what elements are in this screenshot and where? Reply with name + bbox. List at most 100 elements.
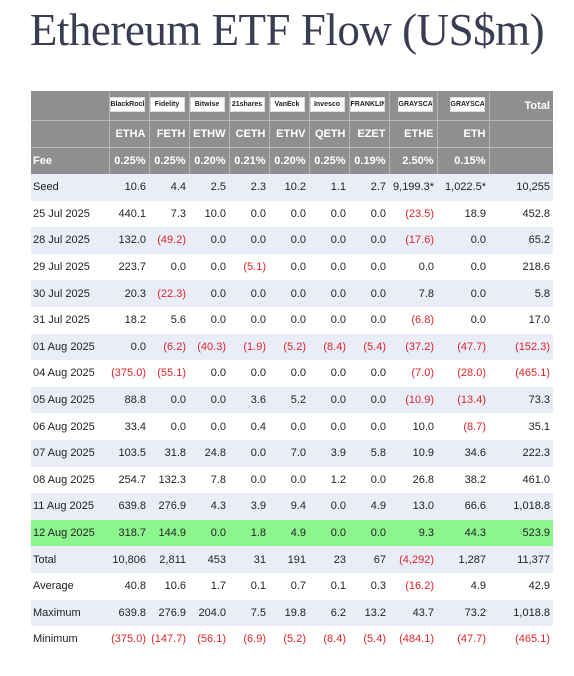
row-date: 01 Aug 2025: [31, 333, 109, 361]
flow-value: 2.3: [229, 174, 269, 201]
flow-value: 103.5: [109, 439, 149, 467]
flow-value: (49.2): [149, 227, 189, 254]
summary-label: Maximum: [31, 599, 109, 627]
ticker-header: ETHV: [268, 120, 309, 148]
flow-value: 9.3: [389, 519, 437, 547]
flow-value: 0.0: [349, 466, 389, 494]
flow-value: 20.3: [109, 280, 149, 307]
row-date: 05 Aug 2025: [31, 386, 109, 414]
summary-total: (465.1): [489, 626, 553, 653]
flow-value: 0.0: [189, 253, 229, 281]
summary-value: (484.1): [389, 626, 437, 653]
table-row: 25 Jul 2025 440.1 7.3 10.0 0.0 0.0 0.0 0.0 (23.5…: [31, 200, 553, 228]
flow-value: 10.9: [389, 439, 437, 467]
summary-value: 43.7: [389, 599, 437, 627]
row-date: 25 Jul 2025: [31, 200, 109, 228]
flow-value: 0.0: [229, 306, 269, 334]
row-total: 65.2: [489, 227, 553, 254]
row-total: 35.1: [489, 413, 553, 440]
fund-logo-cell: Invesco: [308, 91, 349, 121]
table-row: 12 Aug 2025 318.7 144.9 0.0 1.8 4.9 0.0 0.0 9.3 4…: [31, 519, 553, 547]
flow-value: (17.6): [389, 227, 437, 254]
flow-value: 223.7: [109, 253, 149, 281]
summary-total: 42.9: [489, 572, 553, 600]
summary-value: 4.9: [437, 572, 489, 600]
flow-value: 1.8: [229, 519, 269, 547]
flow-value: 2.5: [189, 174, 229, 201]
flow-value: 3.9: [229, 493, 269, 520]
fund-logo-cell: Fidelity: [148, 91, 189, 121]
flow-value: 0.0: [349, 200, 389, 228]
page-title: Ethereum ETF Flow (US$m): [29, 5, 545, 55]
ticker-row-blank: [31, 120, 109, 148]
flow-value: (375.0): [109, 360, 149, 387]
flow-value: 5.8: [349, 439, 389, 467]
row-total: 222.3: [489, 439, 553, 467]
etf-flow-table: BlackRock Fidelity Bitwise 21shares VanEck In…: [31, 91, 553, 653]
flow-value: 0.0: [149, 413, 189, 440]
flow-value: 24.8: [189, 439, 229, 467]
flow-value: 1.2: [309, 466, 349, 494]
table-row: 11 Aug 2025 639.8 276.9 4.3 3.9 9.4 0.0 4.9 13.0…: [31, 493, 553, 520]
summary-value: 23: [309, 546, 349, 573]
summary-total: 11,377: [489, 546, 553, 573]
flow-value: 0.0: [437, 306, 489, 334]
flow-value: (7.0): [389, 360, 437, 387]
flow-value: 0.0: [109, 333, 149, 361]
summary-total: 1,018.8: [489, 599, 553, 627]
fund-logo-cell: Bitwise: [188, 91, 229, 121]
flow-value: (13.4): [437, 386, 489, 414]
flow-value: (40.3): [189, 333, 229, 361]
table-body: Seed 10.6 4.4 2.5 2.3 10.2 1.1 2.7 9,199.3* 1,022…: [31, 174, 553, 653]
table-row: 30 Jul 2025 20.3 (22.3) 0.0 0.0 0.0 0.0 0.0 7.8 0…: [31, 280, 553, 307]
flow-value: 254.7: [109, 466, 149, 494]
row-total: 73.3: [489, 386, 553, 414]
flow-value: 4.9: [349, 493, 389, 520]
summary-value: 1.7: [189, 572, 229, 600]
summary-value: (5.2): [269, 626, 309, 653]
ticker-header: ETHW: [188, 120, 229, 148]
flow-value: 7.8: [189, 466, 229, 494]
summary-label: Average: [31, 572, 109, 600]
flow-value: 3.6: [229, 386, 269, 414]
summary-row: Average 40.8 10.6 1.7 0.1 0.7 0.1 0.3 (16.2) 4.9 4…: [31, 572, 553, 600]
summary-value: 73.2: [437, 599, 489, 627]
row-date: 06 Aug 2025: [31, 413, 109, 440]
flow-value: 4.4: [149, 174, 189, 201]
summary-value: 204.0: [189, 599, 229, 627]
flow-value: 0.0: [229, 227, 269, 254]
summary-value: 19.8: [269, 599, 309, 627]
row-total: 218.6: [489, 253, 553, 281]
table-row: 04 Aug 2025 (375.0) (55.1) 0.0 0.0 0.0 0.0 0.0(…: [31, 360, 553, 387]
summary-row: Total 10,806 2,811 453 31 191 23 67 (4,292) 1,287…: [31, 546, 553, 573]
row-date: 07 Aug 2025: [31, 439, 109, 467]
fund-logo-cell: GRAYSCALE: [436, 91, 489, 121]
fund-logo: VanEck: [270, 96, 305, 112]
fee-value: 0.25%: [308, 147, 349, 174]
ticker-header: QETH: [308, 120, 349, 148]
row-date: 31 Jul 2025: [31, 306, 109, 334]
summary-value: 0.3: [349, 572, 389, 600]
flow-value: (23.5): [389, 200, 437, 228]
table-row: 07 Aug 2025 103.5 31.8 24.8 0.0 7.0 3.9 5.8 10.9…: [31, 439, 553, 467]
flow-value: 31.8: [149, 439, 189, 467]
table-row: Seed 10.6 4.4 2.5 2.3 10.2 1.1 2.7 9,199.3* 1,022…: [31, 174, 553, 201]
fee-value: 0.20%: [188, 147, 229, 174]
table-row: 08 Aug 2025 254.7 132.3 7.8 0.0 0.0 1.2 0.0 26.8…: [31, 466, 553, 494]
flow-value: 7.3: [149, 200, 189, 228]
ticker-header: CETH: [228, 120, 269, 148]
row-total: (152.3): [489, 333, 553, 361]
fee-value: 0.25%: [148, 147, 189, 174]
table-row: 01 Aug 2025 0.0 (6.2) (40.3) (1.9) (5.2) (8.4)…: [31, 333, 553, 361]
summary-label: Total: [31, 546, 109, 573]
fund-logo: Invesco: [310, 96, 345, 112]
summary-value: (5.4): [349, 626, 389, 653]
flow-value: (5.1): [229, 253, 269, 281]
flow-value: (6.2): [149, 333, 189, 361]
flow-value: 2.7: [349, 174, 389, 201]
ticker-header: ETHA: [108, 120, 149, 148]
flow-value: 0.0: [229, 439, 269, 467]
ticker-header: FETH: [148, 120, 189, 148]
flow-value: 10.0: [189, 200, 229, 228]
summary-row: Minimum (375.0) (147.7) (56.1) (6.9) (5.2) (8.…: [31, 626, 553, 653]
